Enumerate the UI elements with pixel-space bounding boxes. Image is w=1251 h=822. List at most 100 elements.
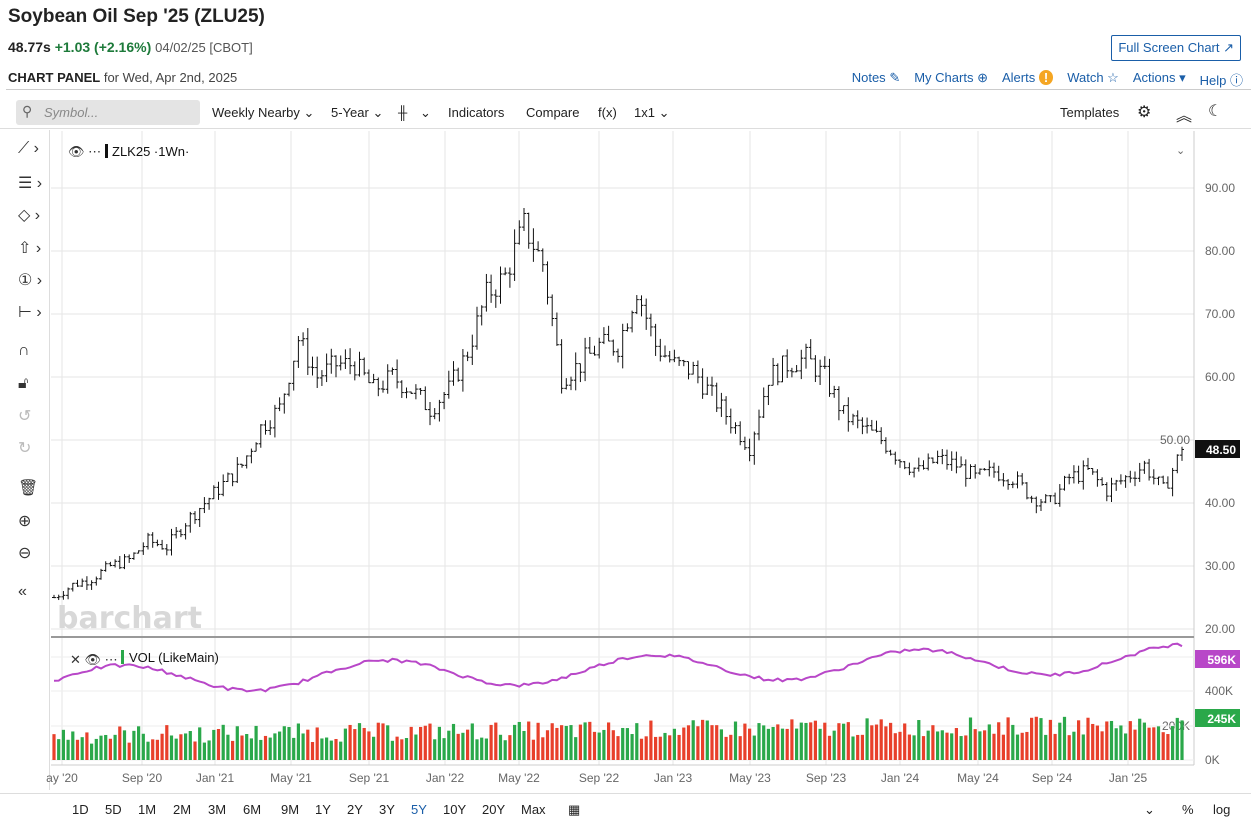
full-screen-chart-button[interactable]: Full Screen Chart ↗	[1111, 35, 1241, 61]
redo-icon[interactable]: ↻	[18, 440, 32, 457]
volume-bar	[367, 731, 371, 760]
volume-bar	[1086, 717, 1090, 760]
magnet-icon[interactable]: ∩	[18, 342, 30, 359]
alerts-label: Alerts	[1001, 70, 1036, 85]
templates-button[interactable]: Templates	[1060, 105, 1120, 120]
volume-bar	[1114, 728, 1118, 760]
fib-tool-icon[interactable]: ☰ ›	[18, 175, 43, 192]
volume-bar	[212, 729, 216, 760]
volume-bar	[1034, 716, 1038, 760]
collapse-icon[interactable]: ︽	[1176, 108, 1193, 125]
volume-bar	[936, 731, 940, 760]
line-tool-icon[interactable]: ⟋ ›	[18, 140, 39, 157]
range-3y[interactable]: 3Y	[379, 802, 395, 817]
symbol-search-input[interactable]: Symbol...	[16, 100, 200, 125]
y-tick-label: 90.00	[1205, 181, 1235, 195]
undo-icon[interactable]: ↺	[18, 408, 32, 425]
volume-bar	[785, 728, 789, 760]
range-1m[interactable]: 1M	[138, 802, 157, 817]
volume-bar	[127, 742, 131, 760]
volume-bar	[780, 728, 785, 760]
volume-bar	[1030, 717, 1034, 760]
layout-dropdown[interactable]: 1x1 ⌄	[634, 105, 670, 120]
expand-icon[interactable]: ⌄	[1144, 802, 1155, 817]
range-5d[interactable]: 5D	[105, 802, 122, 817]
watch-label: Watch	[1067, 70, 1104, 85]
dark-mode-icon[interactable]: ☾	[1208, 103, 1223, 120]
panel-label: CHART PANEL	[8, 70, 101, 85]
volume-bar	[90, 743, 94, 760]
calendar-icon[interactable]: ▦	[568, 802, 581, 817]
trash-icon[interactable]: 🗑︎	[18, 480, 39, 497]
volume-bar	[226, 734, 230, 760]
shape-tool-icon[interactable]: ◇ ›	[18, 207, 41, 224]
function-button[interactable]: f(x)	[598, 105, 617, 120]
volume-bar	[1105, 721, 1109, 760]
volume-bar	[184, 733, 188, 760]
volume-bar	[809, 722, 813, 760]
alerts-link[interactable]: Alerts !	[1001, 70, 1054, 89]
gear-icon[interactable]: ⚙	[1137, 104, 1152, 121]
compare-button[interactable]: Compare	[526, 105, 580, 120]
range-10y[interactable]: 10Y	[443, 802, 467, 817]
volume-bar	[856, 734, 860, 760]
volume-bar	[287, 727, 291, 760]
price-chart[interactable]: 90.00 80.00 70.00 60.00 50.00 40.00 30.00 20.00…	[0, 0, 1251, 793]
indicators-button[interactable]: Indicators	[448, 105, 505, 120]
range-1y[interactable]: 1Y	[315, 802, 331, 817]
volume-bar	[564, 725, 568, 760]
range-max[interactable]: Max	[521, 802, 546, 817]
y-tick-label: 40.00	[1205, 496, 1235, 510]
volume-bar	[560, 725, 564, 760]
volume-bar	[766, 728, 770, 760]
x-tick-label: Jan '24	[881, 771, 920, 785]
range-1d[interactable]: 1D	[72, 802, 89, 817]
unlock-icon[interactable]: 🔓︎	[18, 375, 29, 392]
volume-bar	[799, 722, 803, 760]
watch-link[interactable]: Watch ☆	[1067, 70, 1119, 89]
volume-bar	[498, 734, 503, 760]
measure-tool-icon[interactable]: ⊢ ›	[18, 304, 42, 321]
volume-bar	[597, 732, 601, 760]
interval-dropdown[interactable]: Weekly Nearby ⌄	[212, 105, 315, 120]
volume-bar	[550, 723, 554, 760]
range-2m[interactable]: 2M	[173, 802, 192, 817]
volume-bar	[616, 736, 620, 760]
volume-bar	[710, 725, 714, 760]
volume-bar	[635, 723, 639, 760]
percent-toggle[interactable]: %	[1182, 802, 1194, 817]
my-charts-link[interactable]: My Charts ⊕	[914, 70, 988, 89]
range-6m[interactable]: 6M	[243, 802, 262, 817]
zoom-out-icon[interactable]: ⊖	[18, 545, 32, 562]
series-color-swatch	[105, 144, 108, 158]
range-2y[interactable]: 2Y	[347, 802, 363, 817]
volume-bar	[1072, 731, 1076, 760]
log-toggle[interactable]: log	[1213, 802, 1231, 817]
volume-bars	[52, 716, 1184, 760]
volume-bar	[296, 723, 300, 760]
x-tick-label: ay '20	[46, 771, 78, 785]
zoom-in-icon[interactable]: ⊕	[18, 513, 32, 530]
range-5y[interactable]: 5Y	[411, 802, 427, 817]
actions-menu[interactable]: Actions ▾	[1132, 70, 1186, 85]
volume-bar	[1133, 729, 1137, 760]
arrow-tool-icon[interactable]: ⇧ ›	[18, 240, 42, 257]
range-3m[interactable]: 3M	[208, 802, 227, 817]
volume-bar	[61, 729, 65, 760]
bar-type-dropdown[interactable]: ⌄	[420, 105, 431, 120]
pencil-icon: ✎	[889, 70, 901, 85]
volume-bar	[1025, 731, 1029, 760]
volume-bar	[968, 717, 973, 760]
range-20y[interactable]: 20Y	[482, 802, 506, 817]
range-9m[interactable]: 9M	[281, 802, 300, 817]
volume-bar	[503, 740, 507, 760]
help-link[interactable]: Help ⓘ	[1200, 70, 1243, 89]
annotation-tool-icon[interactable]: ① ›	[18, 272, 43, 289]
notes-link[interactable]: Notes ✎	[852, 70, 901, 89]
volume-bar	[254, 725, 258, 760]
volume-bar	[1138, 718, 1142, 760]
price-change: +1.03 (+2.16%)	[54, 39, 152, 55]
bar-type-icon[interactable]: ╫	[398, 105, 408, 120]
collapse-sidebar-icon[interactable]: «	[18, 583, 27, 600]
period-dropdown[interactable]: 5-Year ⌄	[331, 105, 384, 120]
